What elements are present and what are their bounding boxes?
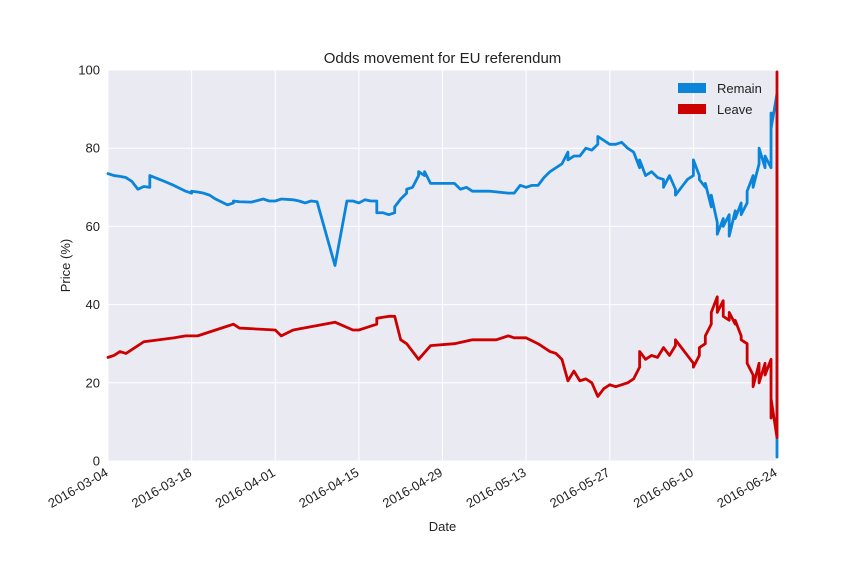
y-tick-label: 60 <box>86 219 100 234</box>
y-tick-label: 0 <box>93 454 100 469</box>
x-axis-label: Date <box>429 519 456 534</box>
y-axis-label: Price (%) <box>58 239 73 292</box>
x-tick-label: 2016-03-04 <box>45 465 110 511</box>
y-tick-label: 20 <box>86 375 100 390</box>
legend-swatch-remain <box>678 83 706 93</box>
y-tick-label: 80 <box>86 141 100 156</box>
y-tick-labels: 0 20 40 60 80 100 <box>78 63 100 469</box>
x-tick-label: 2016-04-15 <box>296 465 361 511</box>
y-tick-label: 40 <box>86 297 100 312</box>
chart-title: Odds movement for EU referendum <box>324 50 562 67</box>
series-layer <box>106 70 779 459</box>
x-tick-label: 2016-04-01 <box>213 465 278 511</box>
x-tick-label: 2016-03-18 <box>129 465 194 511</box>
legend-label-remain: Remain <box>717 81 762 96</box>
x-tick-label: 2016-05-27 <box>547 465 612 511</box>
x-tick-label: 2016-04-29 <box>380 465 445 511</box>
legend: Remain Leave <box>678 81 762 117</box>
x-tick-labels: 2016-03-04 2016-03-18 2016-04-01 2016-04-15… <box>45 465 779 511</box>
series-line-leave <box>106 70 779 439</box>
series-line-remain <box>106 92 779 459</box>
y-tick-label: 100 <box>78 63 100 78</box>
legend-label-leave: Leave <box>717 102 752 117</box>
x-tick-label: 2016-05-13 <box>464 465 529 511</box>
legend-swatch-leave <box>678 104 706 114</box>
x-tick-label: 2016-06-24 <box>714 465 779 511</box>
x-tick-label: 2016-06-10 <box>631 465 696 511</box>
